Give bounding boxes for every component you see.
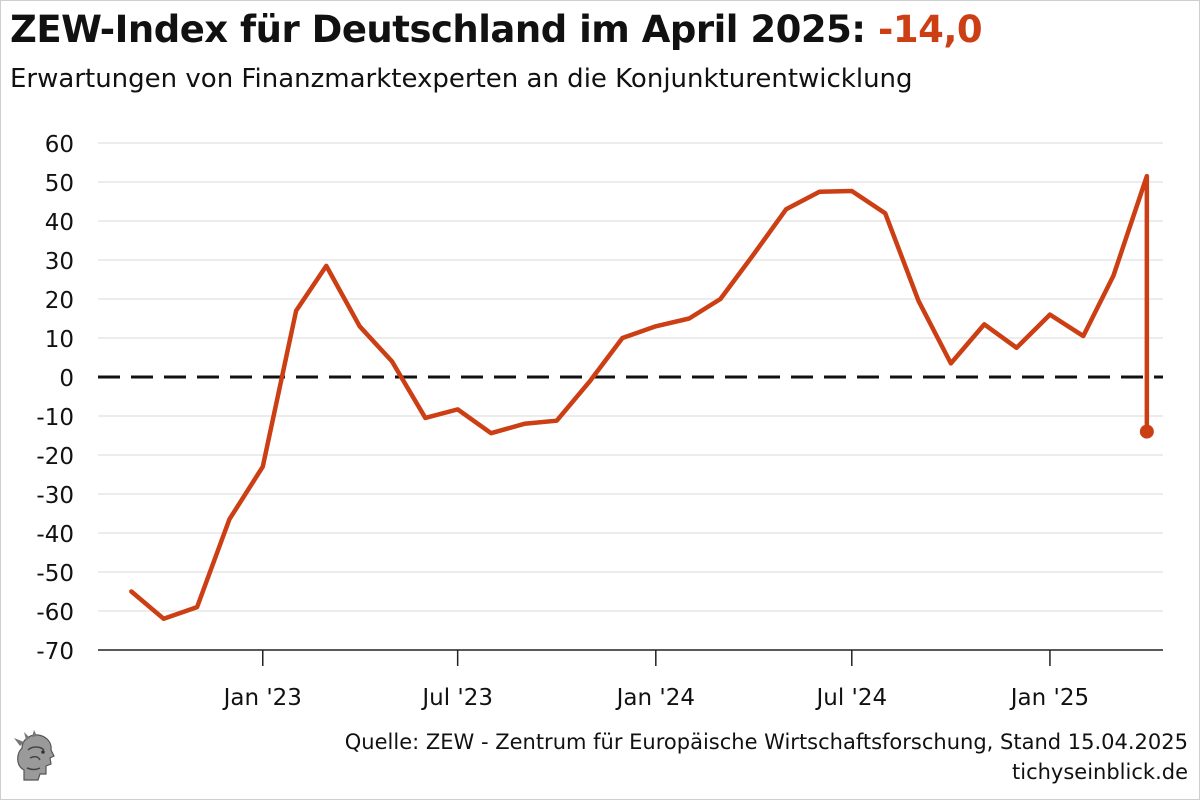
x-tick-label: Jul '23 — [420, 685, 493, 711]
hermes-head-logo-icon — [10, 730, 60, 788]
title-value: -14,0 — [878, 8, 983, 51]
y-tick-label: -30 — [36, 483, 74, 509]
title-text: ZEW-Index für Deutschland im April 2025: — [10, 8, 866, 51]
x-tick-label: Jul '24 — [814, 685, 887, 711]
y-tick-label: 30 — [45, 249, 74, 275]
y-tick-label: 0 — [59, 366, 74, 392]
zew-index-line — [129, 173, 1150, 622]
series-layer — [129, 173, 1154, 622]
y-tick-label: 20 — [45, 288, 74, 314]
x-tick-label: Jan '24 — [615, 685, 695, 711]
axes: 60 50 40 30 20 10 0 -10 -20 -30 -40 -50 -60 -70 Jan '2… — [36, 132, 1163, 711]
y-tick-label: -10 — [36, 405, 74, 431]
y-tick-label: 10 — [45, 327, 74, 353]
y-tick-label: 50 — [45, 171, 74, 197]
y-tick-label: -50 — [36, 561, 74, 587]
y-tick-label: 40 — [45, 210, 74, 236]
source-note: Quelle: ZEW - Zentrum für Europäische Wi… — [344, 730, 1188, 754]
chart-title: ZEW-Index für Deutschland im April 2025:… — [10, 8, 983, 51]
y-tick-label: -40 — [36, 522, 74, 548]
x-tick-label: Jan '25 — [1009, 685, 1089, 711]
y-tick-label: -20 — [36, 444, 74, 470]
y-tick-label: -60 — [36, 600, 74, 626]
site-credit: tichyseinblick.de — [1012, 760, 1188, 784]
y-tick-label: 60 — [45, 132, 74, 158]
y-tick-label: -70 — [36, 639, 74, 665]
x-tick-label: Jan '23 — [222, 685, 302, 711]
last-value-point — [1139, 424, 1154, 439]
chart-subtitle: Erwartungen von Finanzmarktexperten an d… — [10, 64, 913, 94]
